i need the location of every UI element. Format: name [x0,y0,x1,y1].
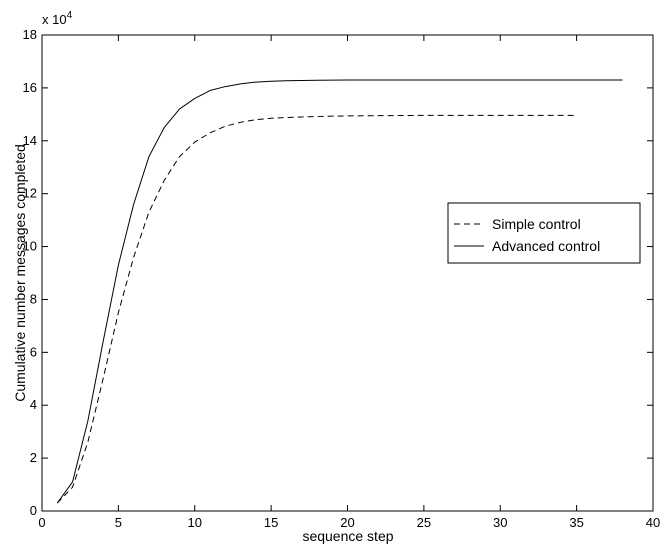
series-line-advanced-control [56,79,623,504]
y-tick-label: 6 [30,344,37,359]
x-tick-label: 20 [340,515,354,530]
y-tick-label: 8 [30,291,37,306]
y-tick-label: 18 [23,27,37,42]
x-tick-label: 35 [569,515,583,530]
y-multiplier-base: x 10 [42,12,67,27]
y-multiplier: x 104 [42,10,73,27]
y-tick-label: 12 [23,186,37,201]
x-tick-label: 30 [493,515,507,530]
y-tick-label: 10 [23,239,37,254]
y-tick-label: 0 [30,503,37,518]
axis-ticks: 0 5 10 15 20 25 30 35 40 0 2 4 6 8 10 12 14 16 18 [23,27,661,530]
x-tick-label: 15 [264,515,278,530]
legend: Simple control Advanced control [447,202,641,264]
y-tick-label: 2 [30,450,37,465]
y-axis-label: Cumulative number messages completed [12,144,28,402]
x-axis-label: sequence step [302,528,393,544]
series-layer [56,79,623,504]
legend-box [447,202,641,264]
x-tick-label: 25 [417,515,431,530]
plot-area [41,34,654,512]
x-tick-label: 40 [646,515,660,530]
y-tick-label: 14 [23,133,37,148]
x-tick-label: 5 [115,515,122,530]
y-multiplier-exponent: 4 [67,10,73,21]
y-tick-label: 4 [30,397,37,412]
series-line-simple-control [56,114,577,504]
legend-label-advanced-control: Advanced control [492,238,600,254]
legend-label-simple-control: Simple control [492,216,581,232]
y-tick-label: 16 [23,80,37,95]
x-tick-label: 0 [38,515,45,530]
x-tick-label: 10 [188,515,202,530]
